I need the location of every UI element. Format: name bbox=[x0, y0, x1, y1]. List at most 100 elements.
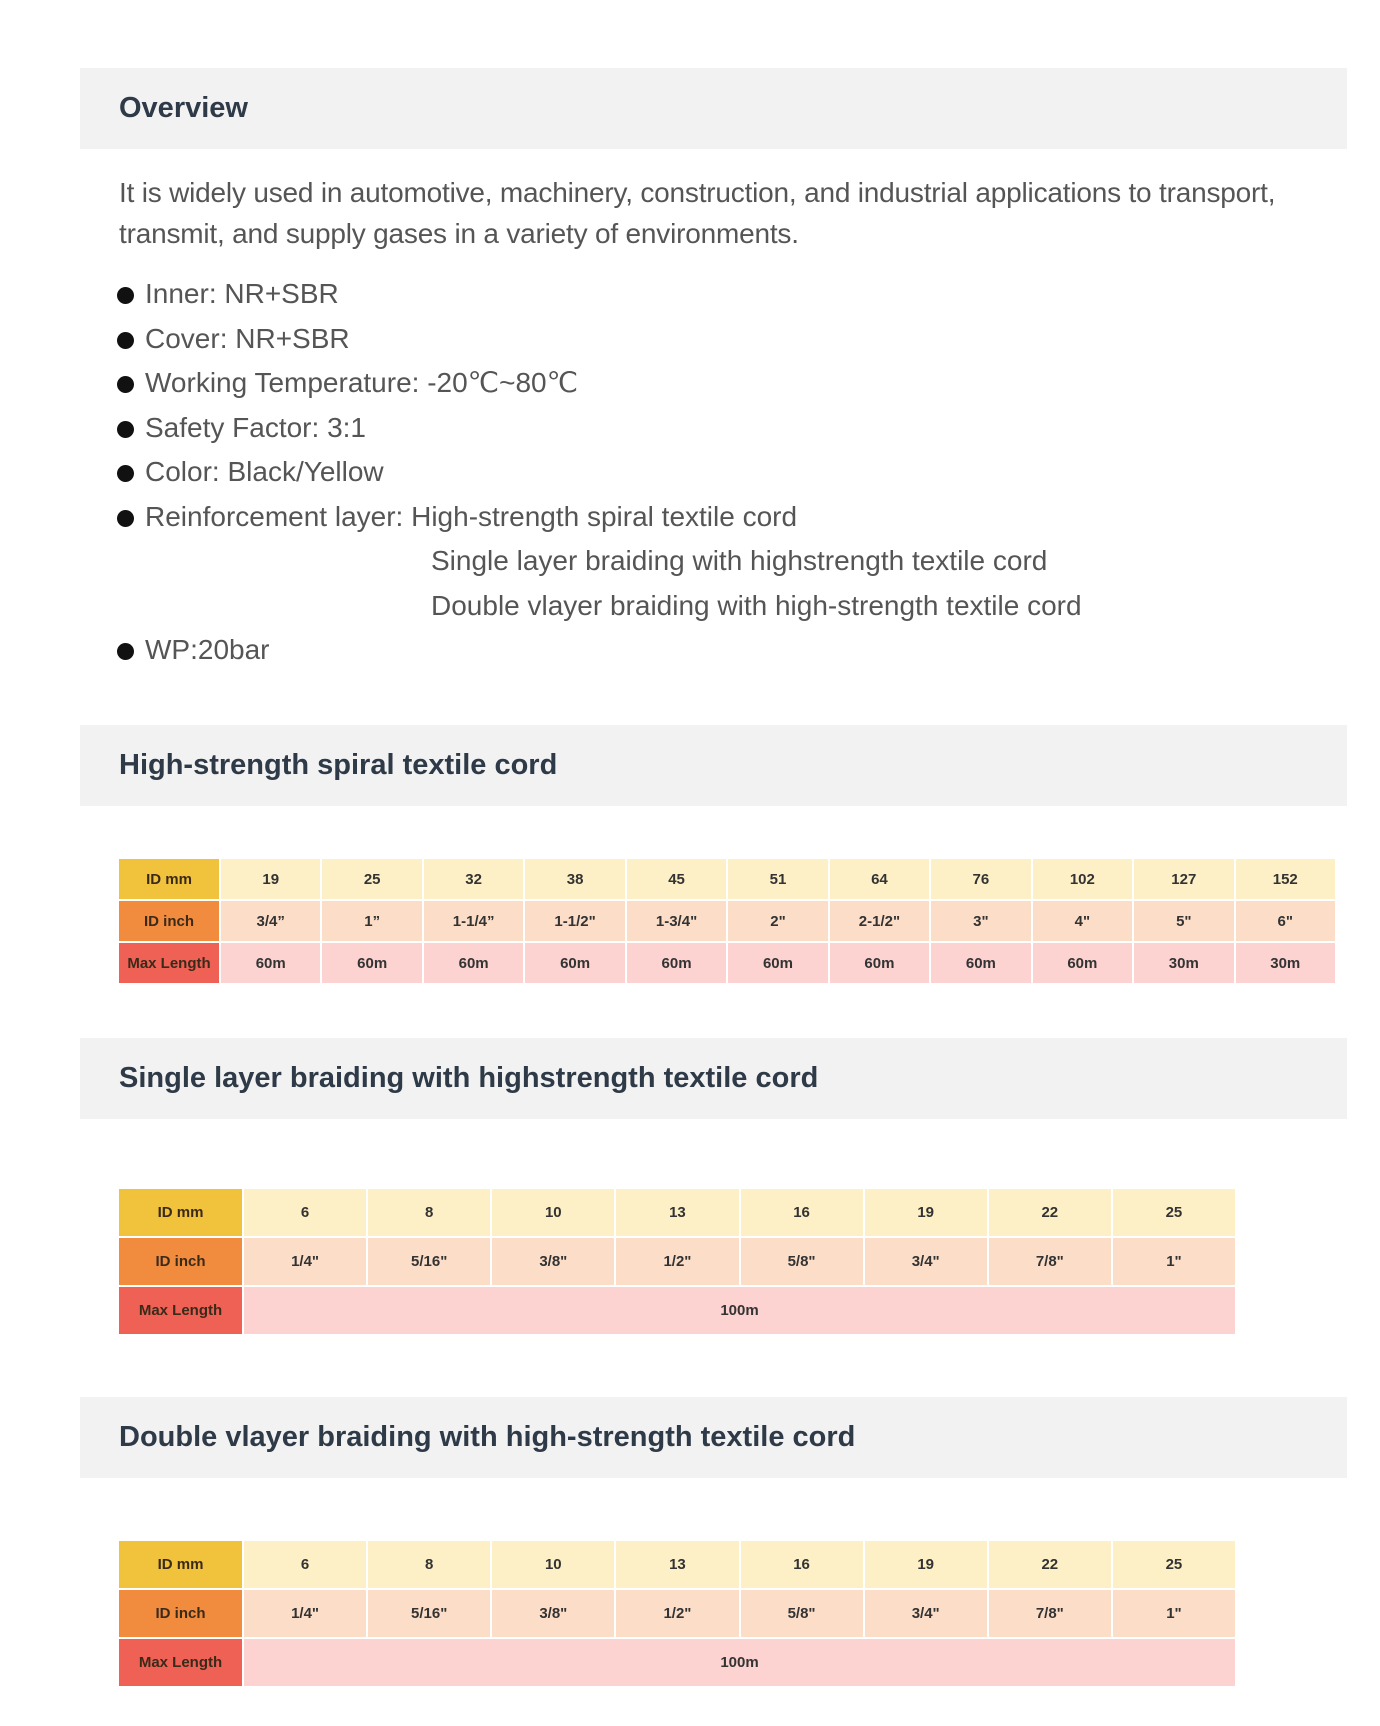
table-cell: 60m bbox=[322, 943, 422, 983]
table-cell: 60m bbox=[728, 943, 828, 983]
table-cell: 60m bbox=[221, 943, 321, 983]
table-cell: 13 bbox=[616, 1541, 739, 1588]
list-item-continued: Double vlayer braiding with high-strengt… bbox=[431, 589, 1082, 621]
list-item: Color: Black/Yellow bbox=[117, 450, 1082, 495]
section-title: Single layer braiding with highstrength … bbox=[119, 1062, 819, 1094]
table-cell: 5/8" bbox=[740, 1590, 863, 1637]
table-cell: 8 bbox=[368, 1189, 491, 1236]
table-cell: 100m bbox=[244, 1639, 1235, 1686]
table-cell: 45 bbox=[626, 859, 727, 899]
bullet-icon bbox=[117, 465, 134, 482]
table-cell: 152 bbox=[1235, 859, 1335, 899]
double-braid-header: Double vlayer braiding with high-strengt… bbox=[80, 1397, 1347, 1478]
table-cell: 100m bbox=[244, 1287, 1235, 1334]
row-label: Max Length bbox=[119, 1287, 242, 1334]
bullet-icon bbox=[117, 643, 134, 660]
list-item: Reinforcement layer: High-strength spira… bbox=[117, 495, 1082, 540]
table-cell: 2" bbox=[728, 901, 828, 941]
table-cell: 1/2" bbox=[616, 1590, 739, 1637]
table-cell: 10 bbox=[492, 1189, 615, 1236]
list-item: Safety Factor: 3:1 bbox=[117, 406, 1082, 451]
table-row-id-inch: ID inch 1/4" 5/16" 3/8" 1/2" 5/8" 3/4" 7/8" 1" bbox=[119, 1238, 1235, 1285]
table-cell: 25 bbox=[322, 859, 422, 899]
list-item: Working Temperature: -20℃~80℃ bbox=[117, 361, 1082, 406]
table-cell: 1" bbox=[1112, 1590, 1235, 1637]
list-item-continued: Single layer braiding with highstrength … bbox=[431, 545, 1048, 576]
single-braid-header: Single layer braiding with highstrength … bbox=[80, 1038, 1347, 1119]
table-row-max-length: Max Length 100m bbox=[119, 1639, 1235, 1686]
section-title: Overview bbox=[119, 92, 248, 124]
table-cell: 6 bbox=[244, 1189, 367, 1236]
table-cell: 7/8" bbox=[988, 1590, 1111, 1637]
table-cell: 5/8" bbox=[740, 1238, 863, 1285]
overview-header: Overview bbox=[80, 68, 1347, 149]
table-cell: 25 bbox=[1112, 1541, 1235, 1588]
table-cell: 38 bbox=[525, 859, 625, 899]
table-cell: 6" bbox=[1235, 901, 1335, 941]
table-cell: 5/16" bbox=[368, 1238, 491, 1285]
row-label: ID inch bbox=[119, 901, 219, 941]
spec-text: WP:20bar bbox=[145, 634, 270, 665]
overview-description: It is widely used in automotive, machine… bbox=[119, 177, 1276, 249]
table-cell: 3/4" bbox=[864, 1238, 987, 1285]
table-cell: 22 bbox=[988, 1189, 1111, 1236]
row-label: ID mm bbox=[119, 859, 219, 899]
table-cell: 3" bbox=[931, 901, 1031, 941]
table-cell: 127 bbox=[1134, 859, 1234, 899]
table-cell: 3/8" bbox=[492, 1238, 615, 1285]
spiral-header: High-strength spiral textile cord bbox=[80, 725, 1347, 806]
table-cell: 3/4" bbox=[864, 1590, 987, 1637]
table-cell: 1/4" bbox=[244, 1238, 367, 1285]
table-cell: 60m bbox=[829, 943, 930, 983]
single-braid-spec-table: ID mm 6 8 10 13 16 19 22 25 ID inch 1/4" 5/16" 3/8" 1… bbox=[117, 1187, 1237, 1336]
table-row-id-inch: ID inch 3/4” 1” 1-1/4” 1-1/2" 1-3/4" 2" 2-1/2" 3… bbox=[119, 901, 1335, 941]
table-cell: 13 bbox=[616, 1189, 739, 1236]
row-label: ID inch bbox=[119, 1590, 242, 1637]
table-cell: 60m bbox=[626, 943, 727, 983]
row-label: ID inch bbox=[119, 1238, 242, 1285]
table-row-id-mm: ID mm 6 8 10 13 16 19 22 25 bbox=[119, 1541, 1235, 1588]
table-cell: 102 bbox=[1032, 859, 1133, 899]
table-cell: 16 bbox=[740, 1189, 863, 1236]
row-label: Max Length bbox=[119, 1639, 242, 1686]
table-cell: 8 bbox=[368, 1541, 491, 1588]
table-row-id-inch: ID inch 1/4" 5/16" 3/8" 1/2" 5/8" 3/4" 7/8" 1" bbox=[119, 1590, 1235, 1637]
double-braid-spec-table: ID mm 6 8 10 13 16 19 22 25 ID inch 1/4" 5/16" 3/8" 1… bbox=[117, 1539, 1237, 1688]
table-cell: 60m bbox=[525, 943, 625, 983]
table-row-max-length: Max Length 60m 60m 60m 60m 60m 60m 60m 60m 60m 30m… bbox=[119, 943, 1335, 983]
table-cell: 1/4" bbox=[244, 1590, 367, 1637]
spec-text: Color: Black/Yellow bbox=[145, 456, 384, 487]
spec-text: Inner: NR+SBR bbox=[145, 278, 339, 309]
table-cell: 30m bbox=[1134, 943, 1234, 983]
table-cell: 1” bbox=[322, 901, 422, 941]
spiral-spec-table: ID mm 19 25 32 38 45 51 64 76 102 127 152 ID inch 3/4… bbox=[117, 857, 1337, 985]
table-cell: 5/16" bbox=[368, 1590, 491, 1637]
table-cell: 2-1/2" bbox=[829, 901, 930, 941]
table-cell: 3/8" bbox=[492, 1590, 615, 1637]
bullet-icon bbox=[117, 287, 134, 304]
table-cell: 22 bbox=[988, 1541, 1111, 1588]
table-cell: 1-1/4” bbox=[423, 901, 524, 941]
table-cell: 7/8" bbox=[988, 1238, 1111, 1285]
table-cell: 19 bbox=[864, 1541, 987, 1588]
table-cell: 16 bbox=[740, 1541, 863, 1588]
table-cell: 10 bbox=[492, 1541, 615, 1588]
bullet-icon bbox=[117, 376, 134, 393]
table-cell: 6 bbox=[244, 1541, 367, 1588]
bullet-icon bbox=[117, 509, 134, 527]
table-cell: 32 bbox=[423, 859, 524, 899]
table-row-max-length: Max Length 100m bbox=[119, 1287, 1235, 1334]
table-cell: 3/4” bbox=[221, 901, 321, 941]
table-cell: 1-1/2" bbox=[525, 901, 625, 941]
table-cell: 1/2" bbox=[616, 1238, 739, 1285]
table-cell: 25 bbox=[1112, 1189, 1235, 1236]
table-cell: 19 bbox=[864, 1189, 987, 1236]
table-cell: 1" bbox=[1112, 1238, 1235, 1285]
spec-text: Working Temperature: -20℃~80℃ bbox=[145, 367, 579, 398]
table-cell: 30m bbox=[1235, 943, 1335, 983]
table-row-id-mm: ID mm 6 8 10 13 16 19 22 25 bbox=[119, 1189, 1235, 1236]
table-cell: 64 bbox=[829, 859, 930, 899]
row-label: ID mm bbox=[119, 1541, 242, 1588]
table-row-id-mm: ID mm 19 25 32 38 45 51 64 76 102 127 152 bbox=[119, 859, 1335, 899]
spec-list: Inner: NR+SBR Cover: NR+SBR Working Temp… bbox=[117, 272, 1082, 673]
